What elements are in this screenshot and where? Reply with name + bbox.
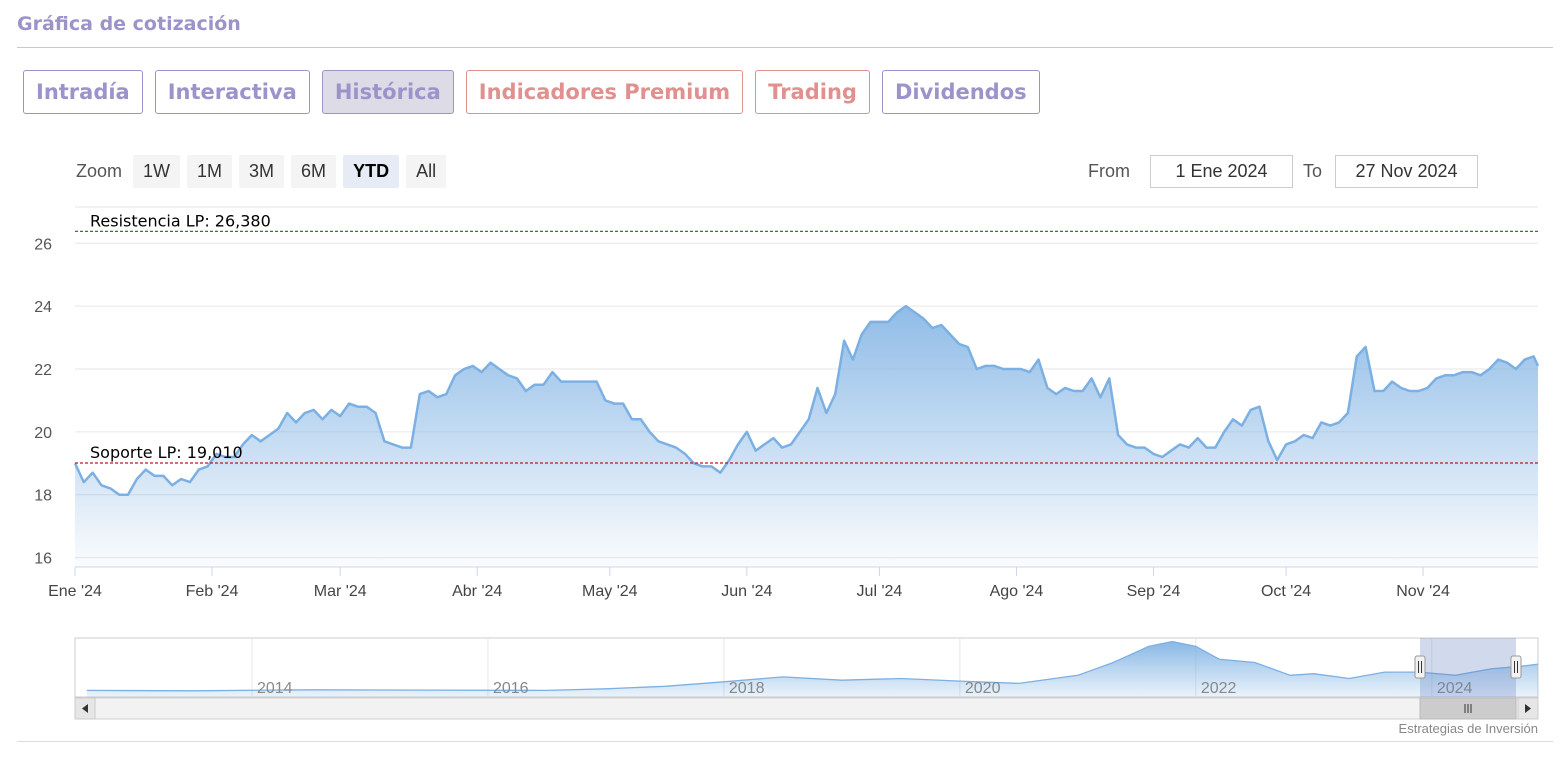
x-axis: Ene '24 Feb '24 Mar '24 Abr '24 May '24 Jun '…	[48, 566, 1538, 600]
tab-trading[interactable]: Trading	[755, 70, 870, 114]
level-annotations: Resistencia LP: 26,380 Soporte LP: 19,010	[75, 211, 1538, 464]
support-label: Soporte LP: 19,010	[90, 443, 243, 462]
y-tick-label: 20	[34, 425, 52, 442]
x-tick-label: Ago '24	[990, 583, 1044, 600]
navigator-year-label: 2020	[965, 680, 1001, 697]
zoom-all-button[interactable]: All	[406, 155, 447, 188]
credits: Estrategias de Inversión	[1398, 721, 1538, 736]
tab-intradia[interactable]: Intradía	[23, 70, 143, 114]
to-date-input[interactable]	[1335, 155, 1479, 188]
zoom-1m-button[interactable]: 1M	[187, 155, 233, 188]
chart-tabs: Intradía Interactiva Histórica Indicador…	[23, 70, 1040, 114]
x-tick-label: Jul '24	[857, 583, 903, 600]
navigator-year-label: 2016	[493, 680, 529, 697]
resistance-label: Resistencia LP: 26,380	[90, 211, 271, 230]
tab-dividendos[interactable]: Dividendos	[881, 70, 1040, 114]
series-line	[73, 304, 1540, 496]
navigator-year-label: 2024	[1437, 680, 1473, 697]
zoom-ytd-button[interactable]: YTD	[343, 155, 400, 188]
x-tick-label: Feb '24	[186, 583, 239, 600]
x-tick-label: Abr '24	[452, 583, 502, 600]
x-tick-label: Mar '24	[314, 583, 367, 600]
y-tick-label: 26	[34, 236, 52, 253]
zoom-selector: Zoom 1W 1M 3M 6M YTD All	[76, 155, 453, 188]
series-area-fill	[75, 306, 1538, 567]
price-series	[73, 304, 1540, 567]
tab-interactiva[interactable]: Interactiva	[154, 70, 310, 114]
navigator-year-label: 2018	[729, 680, 765, 697]
scrollbar-track	[74, 697, 1539, 720]
navigator-year-label: 2022	[1201, 680, 1237, 697]
navigator-area	[86, 641, 1538, 697]
x-tick-label: Sep '24	[1127, 583, 1181, 600]
navigator-left-handle[interactable]	[1414, 655, 1426, 679]
x-tick-label: Nov '24	[1396, 583, 1450, 600]
title-divider	[17, 47, 1553, 48]
zoom-label: Zoom	[76, 161, 123, 181]
section-title: Gráfica de cotización	[17, 13, 241, 35]
bottom-divider	[17, 741, 1553, 742]
from-date-input[interactable]	[1150, 155, 1293, 188]
y-tick-label: 16	[34, 551, 52, 568]
from-label: From	[1088, 161, 1130, 181]
arrow-left-icon	[82, 704, 88, 713]
navigator-right-handle[interactable]	[1510, 655, 1522, 679]
zoom-3m-button[interactable]: 3M	[239, 155, 285, 188]
range-to: To	[1303, 155, 1479, 188]
y-axis: 16 18 20 22 24 26	[34, 236, 52, 567]
x-tick-label: Jun '24	[721, 583, 772, 600]
x-tick-label: Ene '24	[48, 583, 102, 600]
y-tick-label: 18	[34, 488, 52, 505]
navigator-line	[86, 640, 1539, 692]
zoom-1w-button[interactable]: 1W	[133, 155, 181, 188]
tab-historica[interactable]: Histórica	[321, 70, 454, 114]
zoom-6m-button[interactable]: 6M	[291, 155, 337, 188]
navigator-selection[interactable]	[1420, 638, 1516, 697]
scrollbar[interactable]	[74, 697, 1539, 720]
navigator: 2014 2016 2018 2020 2022 2024	[74, 637, 1539, 698]
navigator-year-label: 2014	[257, 680, 293, 697]
y-tick-label: 24	[34, 299, 52, 316]
x-tick-label: Oct '24	[1261, 583, 1311, 600]
y-tick-label: 22	[34, 362, 52, 379]
x-tick-label: May '24	[582, 583, 638, 600]
arrow-right-icon	[1525, 704, 1531, 713]
range-from: From	[1088, 155, 1293, 188]
tab-indicadores-premium[interactable]: Indicadores Premium	[465, 70, 744, 114]
to-label: To	[1303, 161, 1323, 181]
